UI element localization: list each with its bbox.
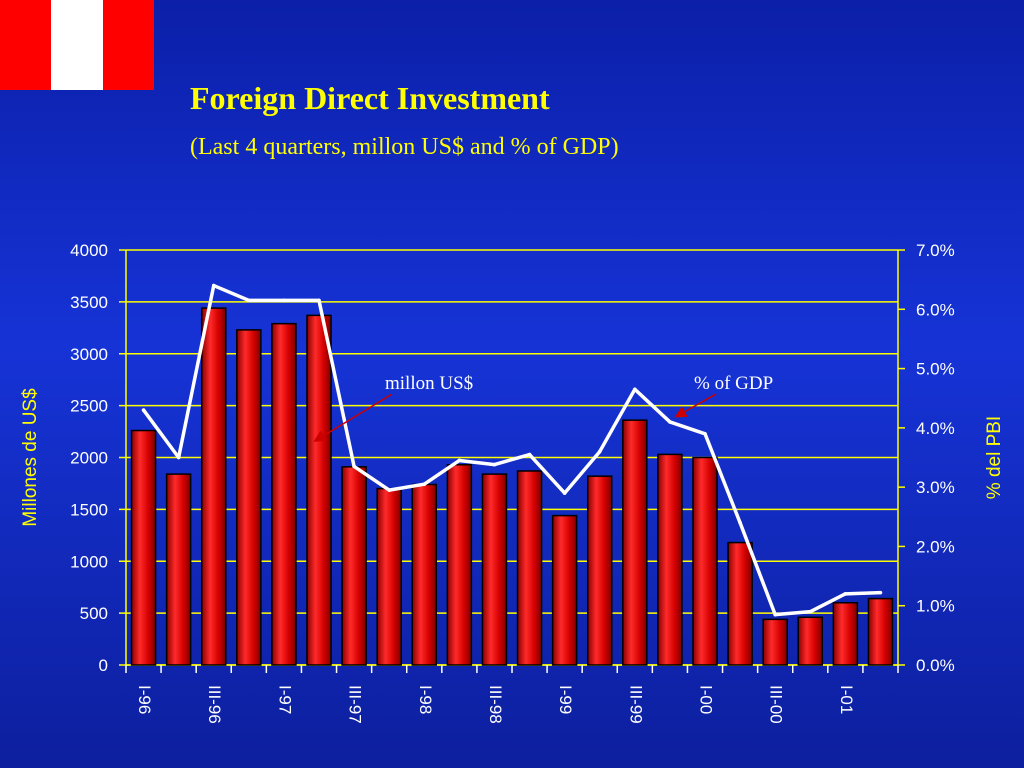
- y-tick-label: 3500: [70, 293, 108, 312]
- bar: [236, 329, 262, 666]
- gdp-point: [422, 482, 427, 486]
- bar: [832, 602, 859, 666]
- x-tick-label: I-98: [416, 685, 435, 714]
- bar: [306, 314, 332, 666]
- gdp-point: [773, 612, 777, 617]
- y2-tick-label: 5.0%: [916, 360, 955, 379]
- y-tick-label: 3000: [70, 345, 108, 364]
- peru-flag: [0, 0, 154, 90]
- y-tick-label: 500: [80, 604, 108, 623]
- gdp-line: [142, 283, 881, 617]
- y2-tick-label: 0.0%: [916, 656, 955, 675]
- y-tick-label: 2000: [70, 449, 108, 468]
- x-tick-label: III-00: [767, 685, 786, 724]
- bar: [622, 419, 648, 666]
- bar: [271, 322, 297, 666]
- y2-tick-label: 6.0%: [916, 300, 955, 319]
- bar: [692, 456, 718, 666]
- annotation-gdp-arrow: [674, 393, 717, 418]
- annotation-gdp-label: % of GDP: [694, 373, 773, 394]
- y2-tick-label: 2.0%: [916, 537, 955, 556]
- y2-tick-label: 4.0%: [916, 419, 955, 438]
- flag-stripe-red-right: [102, 0, 154, 90]
- y-tick-label: 1500: [70, 500, 108, 519]
- bar: [130, 429, 157, 666]
- bar: [481, 473, 508, 666]
- gdp-point: [211, 283, 216, 288]
- bar: [376, 487, 402, 666]
- gdp-point: [457, 458, 462, 463]
- y2-tick-label: 7.0%: [916, 241, 955, 260]
- gdp-point: [176, 455, 181, 460]
- gdp-point: [317, 298, 321, 303]
- flag-stripe-red-left: [0, 0, 52, 90]
- x-tick-label: III-96: [205, 685, 224, 724]
- x-tick-label: I-01: [837, 685, 856, 714]
- gdp-point: [387, 488, 391, 492]
- y-tick-label: 4000: [70, 241, 108, 260]
- slide-subtitle: (Last 4 quarters, millon US$ and % of GD…: [190, 134, 619, 160]
- bar: [727, 541, 753, 666]
- y2-tick-label: 1.0%: [916, 597, 955, 616]
- y-tick-label: 0: [99, 656, 108, 675]
- gdp-point: [808, 609, 813, 614]
- bar: [762, 618, 788, 666]
- bar: [551, 514, 578, 666]
- x-tick-label: III-97: [346, 685, 365, 724]
- x-tick-label: I-97: [275, 685, 294, 714]
- bar: [446, 464, 473, 666]
- slide-title: Foreign Direct Investment: [190, 80, 550, 116]
- gdp-point: [878, 590, 883, 595]
- y2-tick-label: 3.0%: [916, 478, 955, 497]
- annotation-millon-arrow: [313, 393, 393, 442]
- bar: [165, 473, 192, 666]
- x-tick-label: I-96: [135, 685, 154, 714]
- y-tick-label: 1000: [70, 552, 108, 571]
- bar: [411, 483, 438, 666]
- bar: [341, 466, 367, 666]
- gdp-point: [492, 462, 497, 467]
- gdp-point: [247, 298, 251, 303]
- gdp-point: [668, 420, 672, 424]
- gdp-point: [141, 408, 146, 412]
- gdp-point: [597, 449, 602, 454]
- gdp-point: [562, 491, 567, 495]
- bar: [200, 307, 227, 666]
- x-tick-label: I-00: [697, 685, 716, 714]
- bar: [516, 470, 543, 666]
- flag-stripe-white: [51, 0, 103, 90]
- annotation-millon-label: millon US$: [385, 373, 473, 394]
- gdp-point: [282, 298, 286, 303]
- y2-axis-title: % del PBI: [984, 416, 1005, 499]
- y-axis-title: Millones de US$: [20, 388, 41, 527]
- bar: [657, 453, 683, 666]
- gdp-point: [633, 387, 637, 392]
- bar: [586, 475, 613, 666]
- x-tick-label: III-99: [626, 685, 645, 724]
- bar: [867, 597, 894, 666]
- bar: [797, 616, 824, 666]
- x-tick-label: III-98: [486, 685, 505, 724]
- gdp-point: [703, 431, 707, 436]
- gdp-point: [738, 520, 742, 525]
- gdp-point: [527, 452, 532, 457]
- gdp-point: [843, 592, 848, 596]
- gdp-point: [352, 464, 356, 469]
- x-tick-label: I-99: [556, 685, 575, 714]
- y-tick-label: 2500: [70, 397, 108, 416]
